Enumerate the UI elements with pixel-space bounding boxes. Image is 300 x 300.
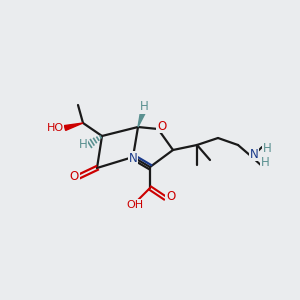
Text: H: H — [262, 142, 272, 154]
Text: H: H — [261, 157, 269, 169]
Text: H: H — [140, 100, 148, 113]
Text: O: O — [167, 190, 176, 203]
Polygon shape — [138, 111, 146, 127]
Text: N: N — [250, 148, 258, 160]
Polygon shape — [64, 123, 83, 130]
Text: H: H — [79, 139, 87, 152]
Text: O: O — [69, 170, 79, 184]
Text: HO: HO — [46, 123, 64, 133]
Text: O: O — [158, 119, 166, 133]
Text: OH: OH — [126, 200, 144, 210]
Text: N: N — [129, 152, 137, 164]
